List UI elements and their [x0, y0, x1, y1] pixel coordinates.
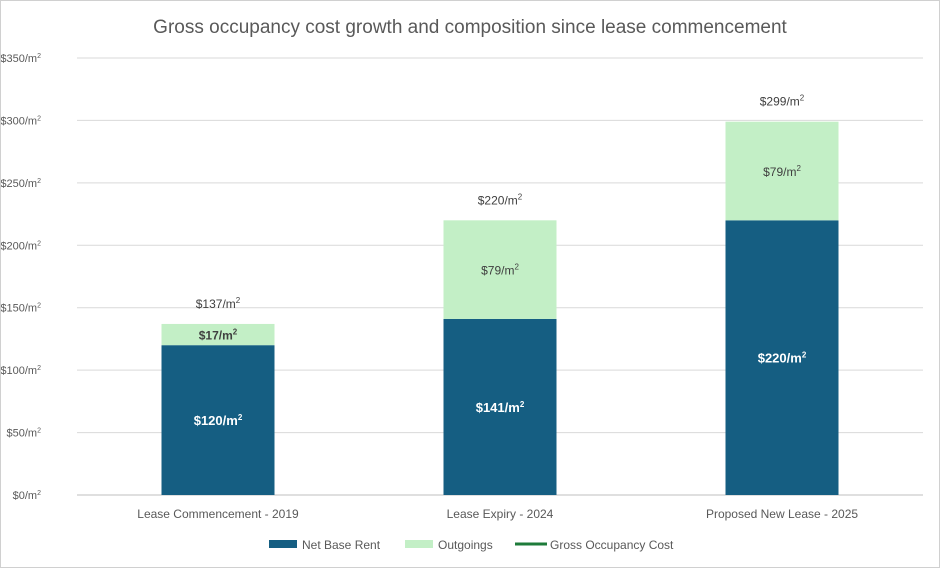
- legend-label: Gross Occupancy Cost: [550, 538, 674, 552]
- data-label-gross-occupancy-cost: $299/m2: [760, 94, 805, 109]
- data-label-gross-occupancy-cost: $137/m2: [196, 296, 241, 311]
- bar-outgoings: [725, 121, 839, 221]
- bars: [161, 121, 839, 496]
- bar-net-base-rent: [443, 318, 557, 495]
- data-label-outgoings: $17/m2: [199, 328, 238, 343]
- data-label-net-base-rent: $120/m2: [194, 413, 243, 428]
- y-tick-label: $0/m2: [13, 490, 41, 502]
- x-tick-label: Lease Expiry - 2024: [447, 507, 554, 521]
- bar-net-base-rent: [725, 220, 839, 496]
- y-tick-label: $250/m2: [1, 178, 41, 190]
- data-label-outgoings: $79/m2: [763, 164, 801, 179]
- legend-label: Outgoings: [438, 538, 493, 552]
- data-label-gross-occupancy-cost: $220/m2: [478, 192, 523, 207]
- legend-swatch: [269, 540, 297, 548]
- data-label-outgoings: $79/m2: [481, 263, 519, 278]
- y-tick-label: $200/m2: [1, 240, 41, 252]
- y-tick-label: $50/m2: [7, 428, 42, 440]
- chart-title: Gross occupancy cost growth and composit…: [153, 17, 787, 38]
- x-axis-tick-labels: Lease Commencement - 2019 Lease Expiry - …: [137, 507, 858, 521]
- legend-label: Net Base Rent: [302, 538, 381, 552]
- legend-swatch: [405, 540, 433, 548]
- data-labels: $120/m2 $17/m2 $137/m2 $141/m2 $79/m2 $220/m2…: [194, 94, 807, 428]
- bar-net-base-rent: [161, 345, 275, 495]
- data-label-net-base-rent: $220/m2: [758, 351, 807, 366]
- bar-outgoings: [443, 220, 557, 319]
- x-tick-label: Lease Commencement - 2019: [137, 507, 299, 521]
- y-tick-label: $150/m2: [1, 303, 41, 315]
- x-tick-label: Proposed New Lease - 2025: [706, 507, 858, 521]
- legend: Net Base Rent Outgoings Gross Occupancy Co…: [269, 538, 674, 552]
- bar-outgoings: [161, 323, 275, 346]
- data-label-net-base-rent: $141/m2: [476, 400, 525, 415]
- y-tick-label: $100/m2: [1, 365, 41, 377]
- y-tick-label: $300/m2: [1, 115, 41, 127]
- y-tick-label: $350/m2: [1, 53, 41, 65]
- y-axis-tick-labels: $0/m2 $50/m2 $100/m2 $150/m2 $200/m2 $250/m2 $…: [0, 53, 42, 502]
